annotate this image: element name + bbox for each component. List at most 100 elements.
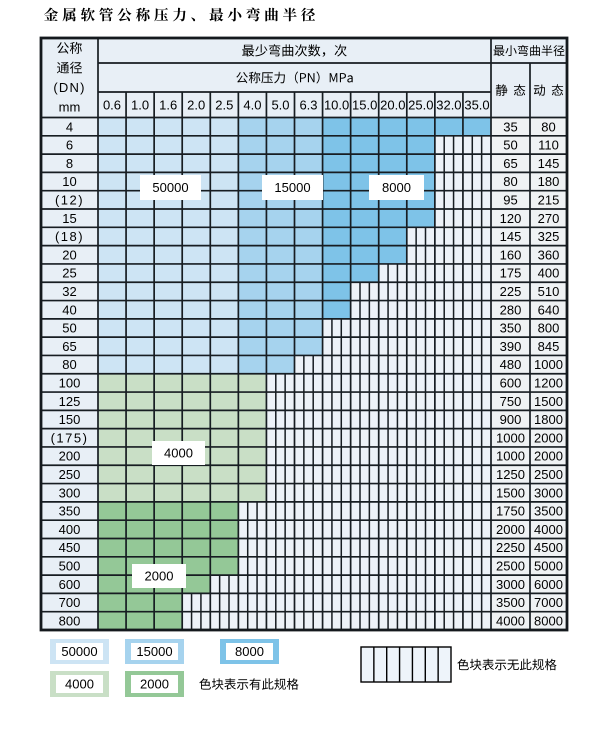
svg-text:65: 65 [503, 156, 517, 171]
svg-text:600: 600 [500, 376, 522, 391]
svg-text:4000: 4000 [534, 522, 563, 537]
svg-text:50: 50 [62, 321, 76, 336]
svg-text:40: 40 [62, 302, 76, 317]
svg-text:95: 95 [503, 193, 517, 208]
svg-text:(DN): (DN) [53, 80, 85, 95]
svg-text:400: 400 [538, 266, 560, 281]
svg-text:50000: 50000 [152, 180, 188, 195]
svg-text:80: 80 [503, 174, 517, 189]
svg-text:2000: 2000 [145, 569, 174, 584]
svg-text:300: 300 [59, 485, 81, 500]
svg-text:1500: 1500 [534, 394, 563, 409]
svg-text:6: 6 [66, 138, 73, 153]
svg-text:6000: 6000 [534, 577, 563, 592]
svg-text:390: 390 [500, 339, 522, 354]
svg-text:640: 640 [538, 302, 560, 317]
svg-text:20.0: 20.0 [380, 97, 405, 112]
svg-text:2000: 2000 [140, 677, 169, 692]
svg-text:145: 145 [500, 229, 522, 244]
svg-text:mm: mm [59, 100, 81, 115]
svg-text:5000: 5000 [534, 559, 563, 574]
svg-text:7000: 7000 [534, 595, 563, 610]
svg-text:2.0: 2.0 [187, 97, 205, 112]
svg-text:100: 100 [59, 376, 81, 391]
svg-text:32: 32 [62, 284, 76, 299]
svg-text:175: 175 [500, 266, 522, 281]
svg-text:65: 65 [62, 339, 76, 354]
svg-text:800: 800 [59, 614, 81, 629]
svg-text:80: 80 [62, 357, 76, 372]
svg-text:3000: 3000 [496, 577, 525, 592]
svg-text:480: 480 [500, 357, 522, 372]
svg-text:250: 250 [59, 467, 81, 482]
svg-text:25: 25 [62, 266, 76, 281]
svg-text:1000: 1000 [496, 449, 525, 464]
svg-text:110: 110 [538, 138, 559, 153]
svg-text:900: 900 [500, 412, 522, 427]
svg-text:360: 360 [538, 247, 560, 262]
svg-text:35.0: 35.0 [464, 97, 489, 112]
svg-text:80: 80 [541, 119, 555, 134]
svg-text:350: 350 [500, 321, 522, 336]
svg-text:1200: 1200 [534, 376, 563, 391]
svg-text:600: 600 [59, 577, 81, 592]
svg-text:10: 10 [62, 174, 76, 189]
svg-text:8000: 8000 [382, 180, 411, 195]
svg-text:25.0: 25.0 [408, 97, 433, 112]
svg-text:6.3: 6.3 [299, 97, 317, 112]
svg-text:4000: 4000 [164, 446, 193, 461]
svg-text:15000: 15000 [274, 180, 310, 195]
svg-text:8000: 8000 [534, 614, 563, 629]
svg-text:280: 280 [500, 302, 522, 317]
svg-text:5.0: 5.0 [271, 97, 289, 112]
svg-text:3000: 3000 [534, 485, 563, 500]
svg-text:15: 15 [62, 211, 76, 226]
svg-text:215: 215 [538, 193, 560, 208]
svg-text:1000: 1000 [496, 430, 525, 445]
svg-text:(18): (18) [55, 229, 84, 244]
svg-text:325: 325 [538, 229, 560, 244]
svg-text:125: 125 [59, 394, 81, 409]
svg-text:160: 160 [500, 247, 522, 262]
svg-text:8000: 8000 [235, 644, 264, 659]
svg-text:32.0: 32.0 [436, 97, 461, 112]
svg-text:180: 180 [538, 174, 560, 189]
svg-text:3500: 3500 [496, 595, 525, 610]
svg-text:4000: 4000 [65, 677, 94, 692]
svg-text:(175): (175) [51, 430, 89, 445]
svg-text:270: 270 [538, 211, 560, 226]
svg-text:700: 700 [59, 595, 81, 610]
svg-text:750: 750 [500, 394, 522, 409]
svg-text:500: 500 [59, 559, 81, 574]
svg-text:200: 200 [59, 449, 81, 464]
svg-text:1750: 1750 [496, 504, 525, 519]
svg-text:1.0: 1.0 [131, 97, 149, 112]
svg-text:1.6: 1.6 [159, 97, 177, 112]
svg-text:3500: 3500 [534, 504, 563, 519]
svg-text:1800: 1800 [534, 412, 563, 427]
svg-text:1000: 1000 [534, 357, 563, 372]
svg-text:845: 845 [538, 339, 560, 354]
svg-text:8: 8 [66, 156, 73, 171]
svg-text:20: 20 [62, 247, 76, 262]
svg-text:450: 450 [59, 540, 81, 555]
svg-text:4000: 4000 [496, 614, 525, 629]
svg-text:1500: 1500 [496, 485, 525, 500]
svg-text:510: 510 [538, 284, 560, 299]
svg-text:2000: 2000 [534, 430, 563, 445]
svg-text:145: 145 [538, 156, 560, 171]
svg-text:4500: 4500 [534, 540, 563, 555]
svg-text:225: 225 [500, 284, 522, 299]
svg-text:400: 400 [59, 522, 81, 537]
svg-text:10.0: 10.0 [324, 97, 349, 112]
svg-text:2.5: 2.5 [215, 97, 233, 112]
svg-text:50: 50 [503, 138, 517, 153]
svg-text:800: 800 [538, 321, 560, 336]
svg-text:(12): (12) [55, 193, 84, 208]
svg-text:15.0: 15.0 [352, 97, 377, 112]
svg-text:2250: 2250 [496, 540, 525, 555]
svg-text:4.0: 4.0 [243, 97, 261, 112]
svg-text:2500: 2500 [534, 467, 563, 482]
svg-text:150: 150 [59, 412, 81, 427]
svg-text:2000: 2000 [496, 522, 525, 537]
